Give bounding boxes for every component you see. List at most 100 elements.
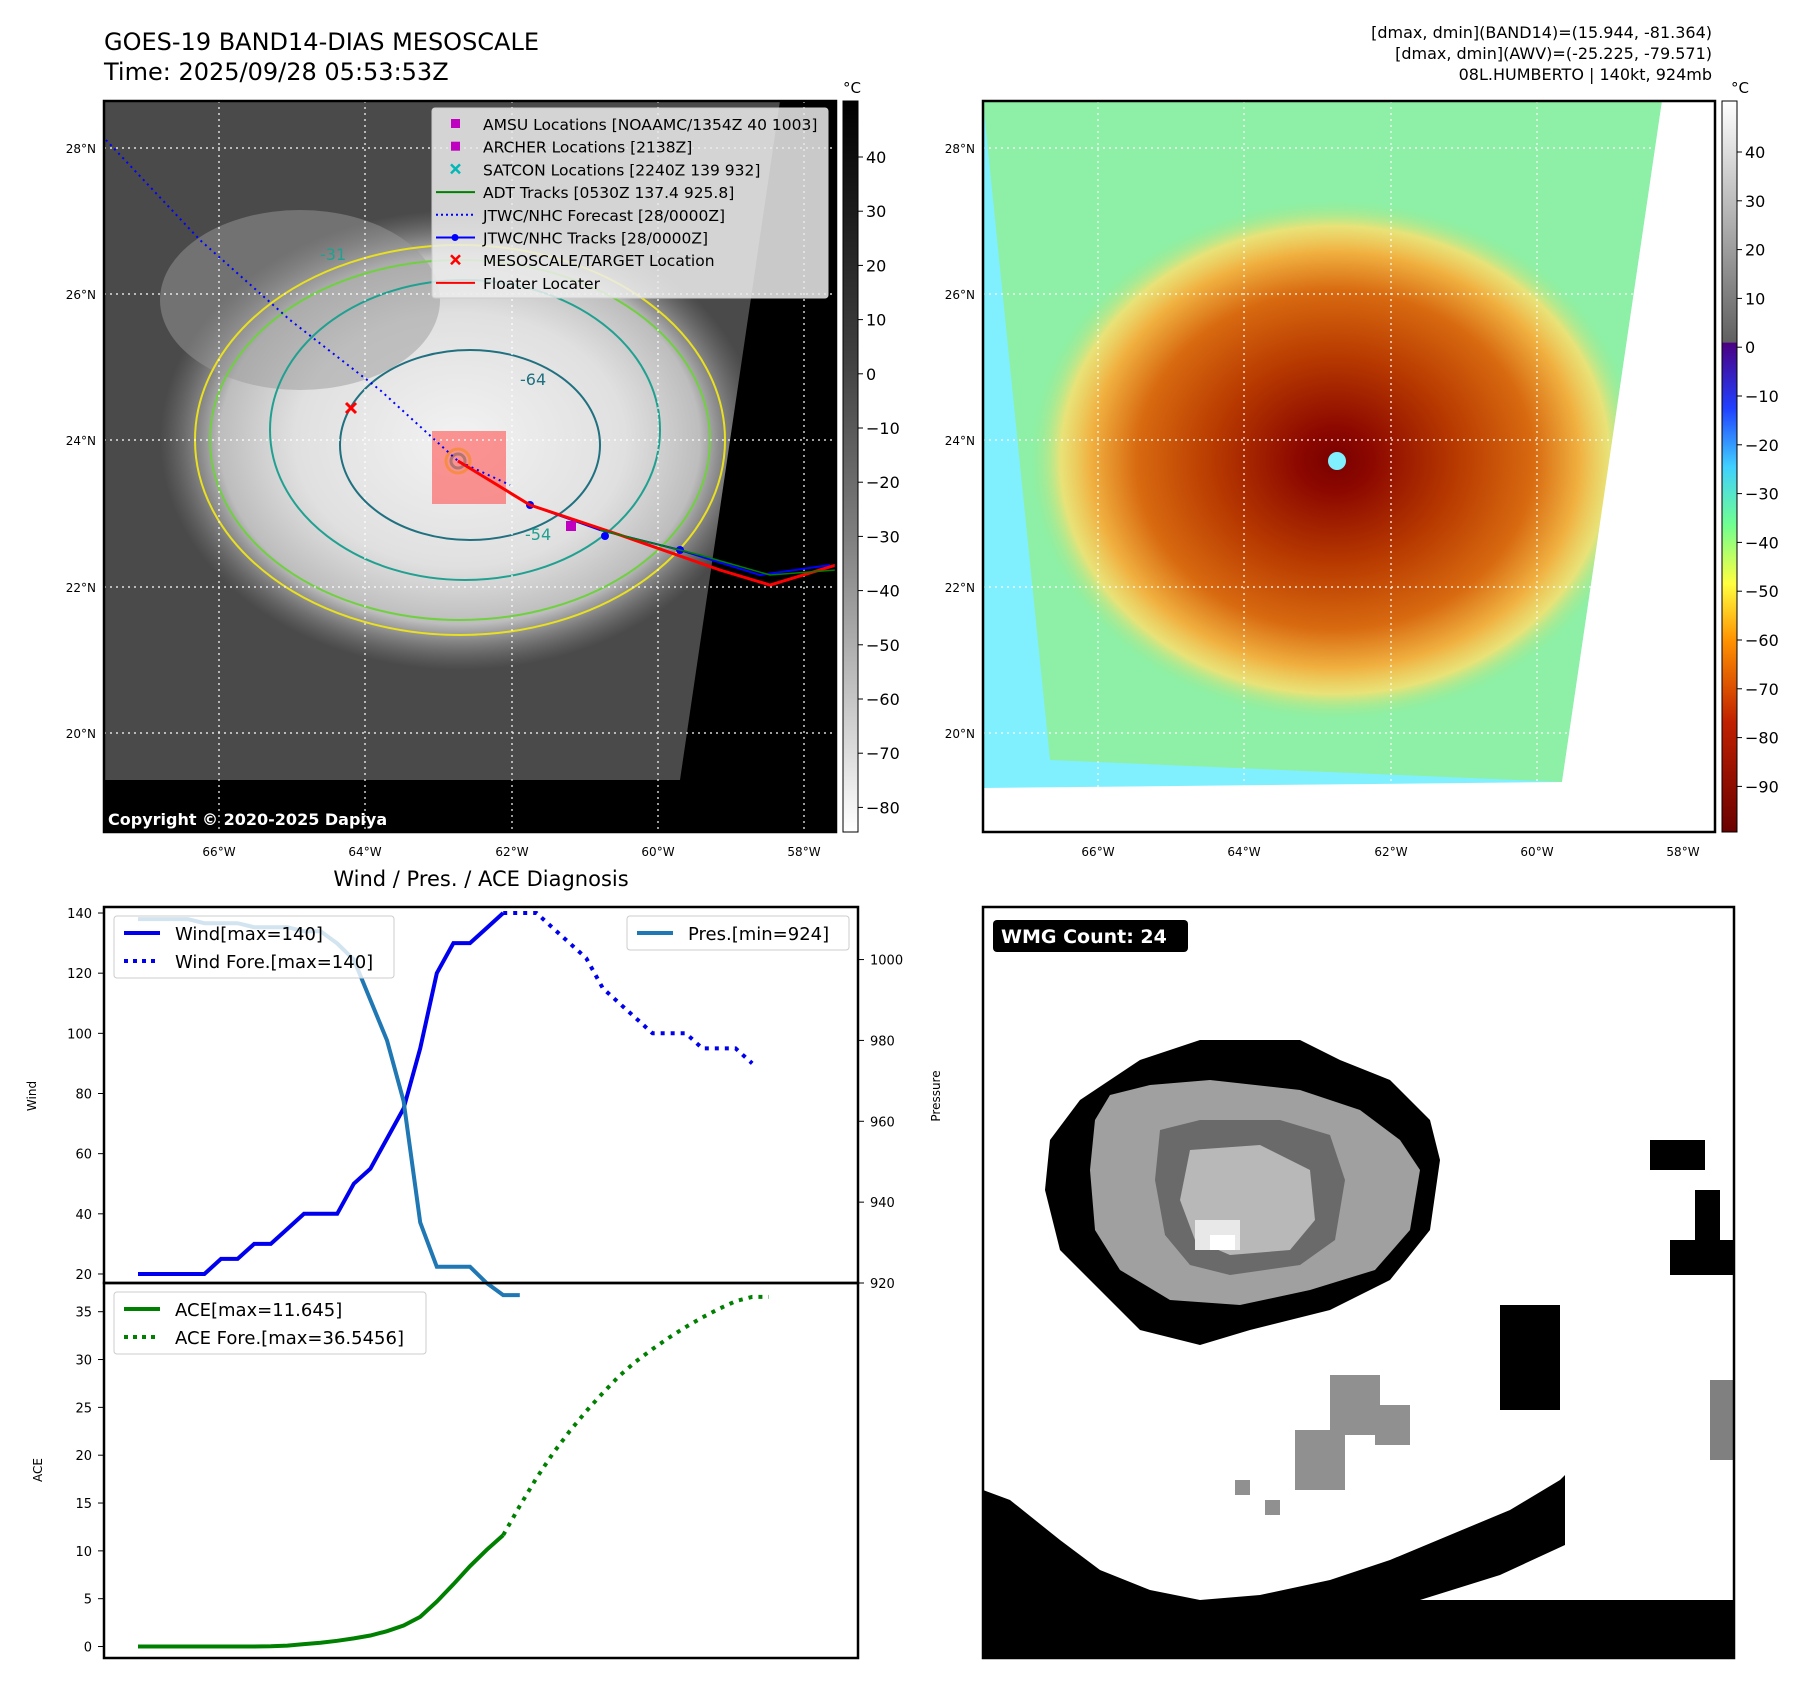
contour-label-54: -54 — [525, 525, 551, 544]
storm-info: 08L.HUMBERTO | 140kt, 924mb — [1459, 65, 1712, 84]
y-tick-label: 100 — [67, 1027, 92, 1042]
y-tick-label: 120 — [67, 967, 92, 982]
y-tick-label: 25 — [75, 1401, 92, 1416]
y-tick-label: 35 — [75, 1306, 92, 1321]
lat-label: 20°N — [945, 727, 975, 741]
ir-map-panel: -64 -54 -31 — [66, 79, 900, 859]
copyright: Copyright © 2020-2025 Dapiya — [108, 810, 387, 829]
temp-colorbar-tick: 40 — [1745, 143, 1765, 162]
lon-label: 62°W — [1374, 845, 1407, 859]
ace-chart: ACE 0 5 10 15 20 25 30 35 ACE[max=11.645] ACE F… — [31, 1281, 860, 1660]
y-tick-label: 5 — [84, 1593, 92, 1608]
ir-colorbar-tick: −80 — [866, 798, 900, 817]
legend-label: JTWC/NHC Forecast [28/0000Z] — [482, 207, 725, 225]
lat-label: 26°N — [66, 288, 96, 302]
series-line — [501, 1294, 769, 1537]
legend-item: ARCHER Locations [2138Z] — [451, 139, 692, 157]
legend-x-marker — [450, 254, 461, 266]
lon-label: 60°W — [1520, 845, 1553, 859]
lon-label: 66°W — [202, 845, 235, 859]
legend-label: ARCHER Locations [2138Z] — [483, 139, 692, 157]
temp-colorbar-tick: −50 — [1745, 582, 1779, 601]
amsu-marker — [566, 521, 576, 531]
y-tick-label: 40 — [75, 1208, 92, 1223]
lon-label: 64°W — [1227, 845, 1260, 859]
ir-colorbar-tick: 0 — [866, 365, 876, 384]
temp-colorbar-tick: −10 — [1745, 387, 1779, 406]
wind-pressure-chart: Wind Pressure 20 40 60 80 100 120 140 920 940 96… — [25, 905, 943, 1298]
legend-item: SATCON Locations [2240Z 139 932] — [450, 161, 760, 179]
color-axis-labels: 28°N 26°N 24°N 22°N 20°N 66°W 64°W 62°W … — [945, 142, 1700, 859]
ir-colorbar-tick: −70 — [866, 744, 900, 763]
ace-forecast-legend-label: ACE Fore.[max=36.5456] — [175, 1328, 404, 1349]
legend-label: SATCON Locations [2240Z 139 932] — [483, 161, 760, 179]
y-tick-label: 20 — [75, 1268, 92, 1283]
legend-label: MESOSCALE/TARGET Location — [483, 252, 715, 270]
wmg-badge-label: WMG Count: 24 — [1001, 926, 1167, 948]
map-legend: AMSU Locations [NOAAMC/1354Z 40 1003] ARC… — [431, 107, 829, 299]
lon-label: 60°W — [641, 845, 674, 859]
wmg-panel: WMG Count: 24 — [981, 905, 1736, 1660]
y-tick-label: 140 — [67, 907, 92, 922]
ir-colorbar-tick: −10 — [866, 419, 900, 438]
lon-label: 64°W — [348, 845, 381, 859]
ir-colorbar-tick: −30 — [866, 527, 900, 546]
lat-label: 22°N — [945, 581, 975, 595]
legend-item: MESOSCALE/TARGET Location — [450, 252, 715, 270]
wind-legend-label: Wind[max=140] — [175, 924, 323, 945]
contour-label-64: -64 — [520, 370, 546, 389]
ace-chart-frame — [102, 1281, 860, 1660]
temp-colorbar: °C 40 30 20 10 0 −10 −20 −30 −40 −50 −60 −70 −80 −90 — [1721, 79, 1779, 833]
ace-ylabel: ACE — [31, 1458, 45, 1482]
floater-track — [457, 459, 836, 587]
ir-colorbar-tick: 20 — [866, 256, 886, 275]
band14-stats: [dmax, dmin](BAND14)=(15.944, -81.364) — [1371, 23, 1712, 42]
contour-dark-teal — [339, 349, 601, 541]
y-tick-label: 20 — [75, 1449, 92, 1464]
y2-tick-label: 960 — [870, 1115, 895, 1130]
figure-time: Time: 2025/09/28 05:53:53Z — [103, 58, 449, 86]
color-frame — [981, 99, 1717, 834]
wind-forecast-legend-label: Wind Fore.[max=140] — [175, 952, 373, 973]
y-tick-label: 80 — [75, 1087, 92, 1102]
temp-colorbar-tick: −60 — [1745, 631, 1779, 650]
ir-colorbar-tick: 40 — [866, 148, 886, 167]
ace-legend-label: ACE[max=11.645] — [175, 1300, 342, 1321]
lon-label: 58°W — [1666, 845, 1699, 859]
y-tick-label: 10 — [75, 1545, 92, 1560]
lat-label: 24°N — [945, 434, 975, 448]
ir-colorbar: °C 40 30 20 10 0 −10 −20 −30 −40 −50 −60 −70 −80 — [842, 79, 900, 833]
ir-frame — [102, 99, 838, 834]
lat-label: 28°N — [945, 142, 975, 156]
lon-label: 66°W — [1081, 845, 1114, 859]
lat-label: 20°N — [66, 727, 96, 741]
color-map-panel: 28°N 26°N 24°N 22°N 20°N 66°W 64°W 62°W … — [945, 79, 1779, 859]
lat-label: 26°N — [945, 288, 975, 302]
lon-label: 58°W — [787, 845, 820, 859]
y2-tick-label: 940 — [870, 1196, 895, 1211]
lon-label: 62°W — [495, 845, 528, 859]
temp-colorbar-tick: −70 — [1745, 680, 1779, 699]
y-tick-label: 60 — [75, 1148, 92, 1163]
series-line — [138, 911, 505, 1276]
temp-colorbar-unit: °C — [1731, 79, 1749, 97]
y-tick-label: 30 — [75, 1354, 92, 1369]
pressure-ylabel: Pressure — [929, 1070, 943, 1121]
wind-legend: Wind[max=140] Wind Fore.[max=140] — [113, 915, 395, 979]
temp-colorbar-tick: 10 — [1745, 289, 1765, 308]
pressure-legend: Pres.[min=924] — [626, 915, 850, 951]
legend-item: ADT Tracks [0530Z 137.4 925.8] — [436, 184, 734, 202]
y2-tick-label: 980 — [870, 1034, 895, 1049]
legend-label: ADT Tracks [0530Z 137.4 925.8] — [483, 184, 734, 202]
pressure-legend-label: Pres.[min=924] — [688, 924, 829, 945]
ir-colorbar-tick: −60 — [866, 690, 900, 709]
temp-colorbar-tick: −80 — [1745, 729, 1779, 748]
legend-item: JTWC/NHC Forecast [28/0000Z] — [436, 207, 725, 225]
lat-label: 24°N — [66, 434, 96, 448]
lat-label: 22°N — [66, 581, 96, 595]
ir-colorbar-tick: 30 — [866, 202, 886, 221]
temp-colorbar-tick: 20 — [1745, 241, 1765, 260]
legend-square-marker — [451, 141, 460, 151]
temp-colorbar-tick: 30 — [1745, 192, 1765, 211]
wmg-badge — [993, 920, 1188, 952]
